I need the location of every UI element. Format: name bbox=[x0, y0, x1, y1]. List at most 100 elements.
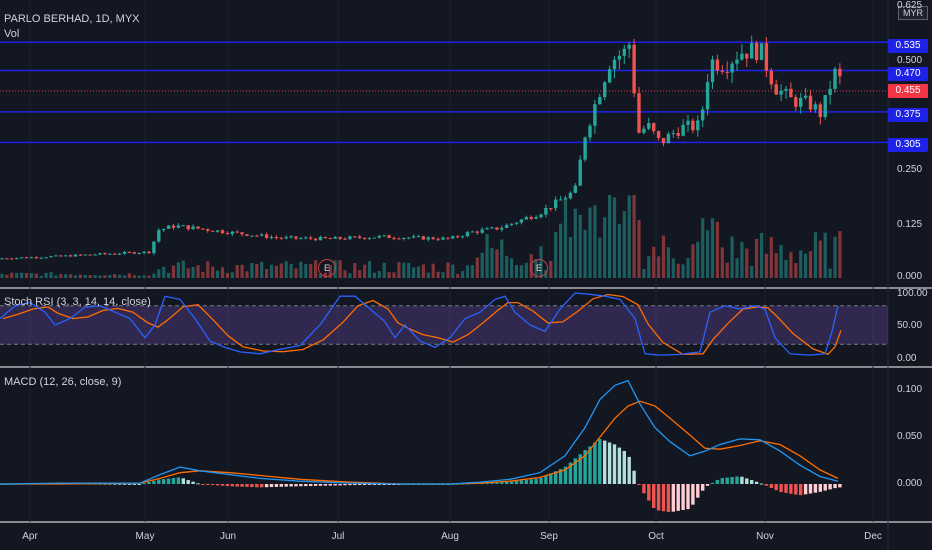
candle-body bbox=[833, 68, 837, 89]
macd-histogram-bar bbox=[632, 470, 636, 484]
macd-histogram-bar bbox=[387, 484, 391, 485]
volume-bar bbox=[343, 270, 347, 278]
candle-body bbox=[348, 236, 352, 240]
macd-histogram-bar bbox=[304, 484, 308, 487]
volume-bar bbox=[421, 264, 425, 278]
earnings-marker-2[interactable]: E bbox=[530, 259, 548, 277]
macd-histogram-bar bbox=[284, 484, 288, 487]
volume-bar bbox=[715, 221, 719, 278]
macd-histogram-bar bbox=[828, 484, 832, 490]
level-tag-0305[interactable]: 0.305 bbox=[888, 138, 928, 152]
macd-histogram-bar bbox=[372, 484, 377, 485]
candle-body bbox=[215, 230, 220, 232]
candle-body bbox=[774, 84, 778, 95]
candle-body bbox=[122, 251, 127, 254]
macd-histogram-bar bbox=[274, 484, 279, 487]
candle-body bbox=[93, 254, 97, 256]
macd-histogram-bar bbox=[705, 484, 710, 486]
volume-bar bbox=[265, 269, 269, 278]
level-tag-0375[interactable]: 0.375 bbox=[888, 108, 928, 122]
macd-histogram-bar bbox=[652, 484, 656, 508]
volume-bar bbox=[735, 258, 739, 278]
macd-histogram-bar bbox=[534, 478, 538, 484]
candle-body bbox=[250, 235, 254, 237]
candle-body bbox=[676, 133, 680, 136]
macd-histogram-bar bbox=[348, 484, 352, 486]
volume-bar bbox=[122, 275, 127, 278]
volume-bar bbox=[137, 275, 141, 278]
macd-histogram-bar bbox=[309, 484, 313, 487]
macd-histogram-bar bbox=[710, 482, 715, 484]
candle-body bbox=[323, 236, 328, 239]
candle-body bbox=[5, 258, 9, 260]
volume-bar bbox=[578, 214, 582, 278]
volume-bar bbox=[416, 266, 421, 278]
level-tag-0470[interactable]: 0.470 bbox=[888, 67, 928, 81]
candle-body bbox=[514, 222, 519, 224]
volume-bar bbox=[250, 262, 254, 278]
volume-bar bbox=[710, 218, 715, 278]
macd-histogram-bar bbox=[549, 473, 553, 484]
candle-body bbox=[397, 238, 401, 240]
symbol-title[interactable]: PARLO BERHAD, 1D, MYX bbox=[4, 13, 140, 25]
candle-body bbox=[73, 254, 78, 257]
candle-body bbox=[578, 159, 582, 186]
macd-title[interactable]: MACD (12, 26, close, 9) bbox=[4, 376, 122, 388]
macd-histogram-bar bbox=[789, 484, 793, 494]
volume-bar bbox=[833, 236, 837, 278]
volume-bar bbox=[725, 262, 729, 278]
volume-bar bbox=[568, 236, 572, 278]
macd-histogram-bar bbox=[206, 484, 210, 485]
volume-bar bbox=[157, 269, 161, 278]
volume-bar bbox=[309, 264, 313, 278]
candle-body bbox=[745, 53, 749, 59]
volume-bar bbox=[514, 265, 519, 278]
volume-bar bbox=[402, 262, 406, 278]
candle-body bbox=[162, 228, 166, 231]
volume-bar bbox=[456, 273, 460, 278]
candle-body bbox=[470, 231, 475, 233]
macd-histogram-bar bbox=[382, 484, 386, 485]
macd-histogram-bar bbox=[563, 466, 568, 484]
candle-body bbox=[289, 236, 293, 238]
last-price-tag[interactable]: 0.455 bbox=[888, 84, 928, 98]
price-tick-0125: 0.125 bbox=[897, 219, 923, 230]
volume-bar bbox=[113, 274, 117, 278]
volume-bar bbox=[759, 233, 764, 278]
volume-bar bbox=[39, 275, 43, 278]
level-tag-0535[interactable]: 0.535 bbox=[888, 39, 928, 53]
macd-histogram-bar bbox=[152, 480, 156, 484]
candle-body bbox=[343, 238, 347, 240]
currency-badge[interactable]: MYR bbox=[898, 6, 928, 20]
candle-body bbox=[274, 237, 279, 239]
volume-bar bbox=[294, 268, 298, 278]
candle-body bbox=[828, 88, 832, 95]
volume-bar bbox=[279, 263, 283, 278]
candle-body bbox=[372, 237, 377, 239]
macd-histogram-bar bbox=[691, 484, 695, 505]
volume-bar bbox=[573, 208, 577, 278]
candle-body bbox=[294, 236, 298, 239]
candle-body bbox=[299, 238, 303, 240]
candle-body bbox=[446, 237, 450, 239]
macd-histogram-bar bbox=[779, 484, 783, 493]
candle-body bbox=[656, 131, 661, 138]
candle-body bbox=[318, 236, 323, 241]
candle-body bbox=[333, 236, 337, 239]
candle-body bbox=[686, 120, 690, 125]
macd-histogram-bar bbox=[759, 483, 764, 485]
candle-body bbox=[264, 234, 269, 238]
stoch-rsi-title[interactable]: Stoch RSI (3, 3, 14, 14, close) bbox=[4, 296, 151, 308]
volume-label[interactable]: Vol bbox=[4, 28, 20, 40]
candle-body bbox=[103, 253, 107, 255]
macd-histogram-bar bbox=[686, 484, 690, 510]
volume-bar bbox=[73, 275, 78, 278]
earnings-marker-1[interactable]: E bbox=[318, 259, 336, 277]
macd-histogram-bar bbox=[701, 484, 705, 491]
macd-histogram-bar bbox=[367, 484, 372, 485]
volume-bar bbox=[554, 232, 558, 278]
volume-bar bbox=[784, 259, 788, 278]
volume-bar bbox=[196, 265, 200, 278]
volume-bar bbox=[588, 207, 592, 278]
